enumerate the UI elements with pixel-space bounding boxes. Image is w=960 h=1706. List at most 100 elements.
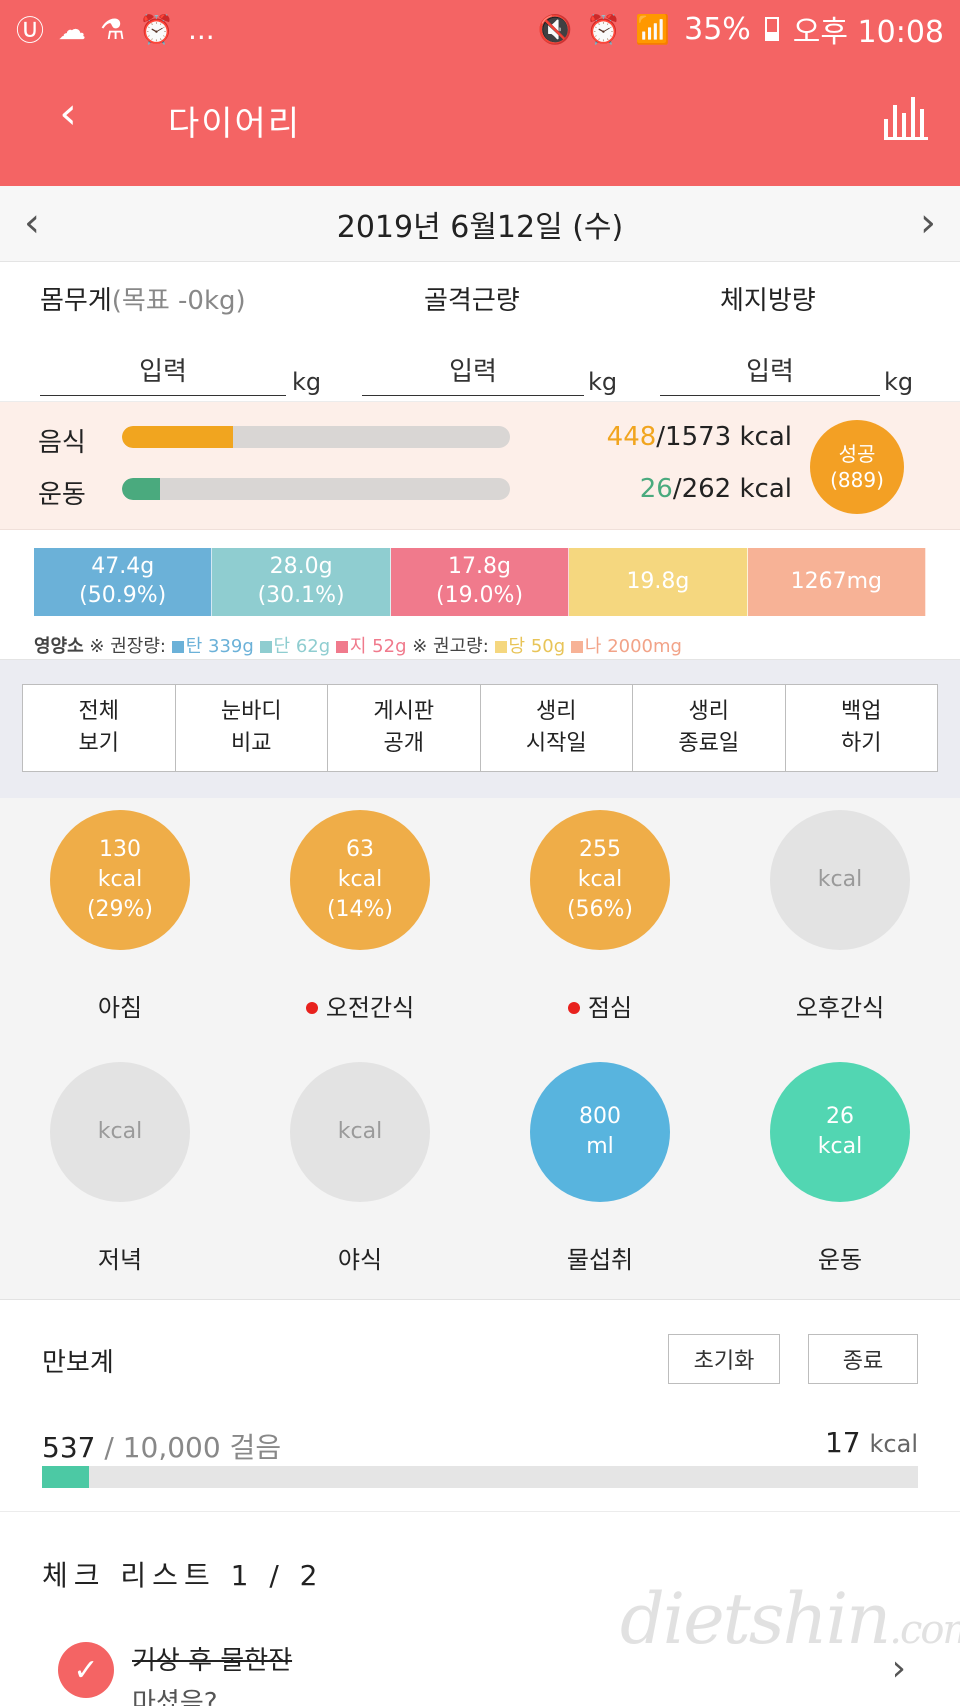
action-label: 눈바디 xyxy=(220,699,282,725)
chevron-right-icon[interactable]: › xyxy=(891,1648,906,1689)
pedometer-reset-button[interactable]: 초기화 xyxy=(668,1334,780,1384)
board-publish-button[interactable]: 게시판 공개 xyxy=(328,685,481,771)
exercise-done: 26 xyxy=(639,474,673,504)
meal-item[interactable]: 63 kcal (14%) 오전간식 xyxy=(260,810,460,1023)
fat-input[interactable]: 입력 xyxy=(660,350,880,396)
pedometer-stop-button[interactable]: 종료 xyxy=(808,1334,918,1384)
nutrition-amount: 28.0g xyxy=(269,554,333,580)
checklist-header: 체크 리스트 1 / 2 xyxy=(42,1554,323,1594)
pedometer-kcal-value: 17 xyxy=(824,1426,861,1459)
nutrition-segment[interactable]: 28.0g (30.1%) xyxy=(212,548,391,616)
legend-sodium: 나 2000mg xyxy=(584,636,682,657)
weight-input[interactable]: 입력 xyxy=(40,350,286,396)
date-navigator: ‹ 2019년 6월12일 (수) › xyxy=(0,186,960,262)
meal-circle-text: 130 xyxy=(99,837,141,863)
meal-calorie-circle[interactable]: 255 kcal (56%) xyxy=(530,810,670,950)
new-indicator-dot-icon xyxy=(305,1002,318,1014)
exercise-calories: 26/262 kcal xyxy=(640,474,792,504)
body-measurements: 몸무게(목표 -0kg) 입력 kg 골격근량 입력 kg 체지방량 입력 kg xyxy=(0,262,960,402)
success-badge[interactable]: 성공 (889) xyxy=(810,420,904,514)
weight-column: 몸무게(목표 -0kg) 입력 kg xyxy=(40,280,340,396)
nutrition-panel: 47.4g (50.9%) 28.0g (30.1%) 17.8g (19.0%) 19.8… xyxy=(0,530,960,660)
pedometer-calories: 17 kcal xyxy=(825,1426,918,1459)
view-all-button[interactable]: 전체 보기 xyxy=(23,685,176,771)
legend-protein: 단 62g xyxy=(273,636,331,657)
food-target: /1573 kcal xyxy=(656,422,792,452)
exercise-progress-bar xyxy=(122,478,510,500)
period-start-button[interactable]: 생리 시작일 xyxy=(481,685,633,771)
app-bar: ‹ 다이어리 xyxy=(0,58,960,186)
action-label: 백업 xyxy=(841,699,882,725)
muscle-input[interactable]: 입력 xyxy=(362,350,584,396)
nutrition-percent: (30.1%) xyxy=(257,583,345,608)
step-count: 537 / 10,000 걸음 xyxy=(42,1426,281,1466)
cloud-icon: ☁ xyxy=(58,12,87,46)
back-button[interactable]: ‹ xyxy=(59,88,77,139)
success-count: (889) xyxy=(830,468,884,492)
meal-item[interactable]: 130 kcal (29%) 아침 xyxy=(20,810,220,1023)
backup-button[interactable]: 백업 하기 xyxy=(786,685,938,771)
steps-value: 537 xyxy=(42,1431,96,1464)
pedometer-title: 만보계 xyxy=(42,1348,114,1378)
meal-calorie-circle[interactable]: kcal xyxy=(290,1062,430,1202)
statistics-chart-icon[interactable] xyxy=(884,96,928,140)
meal-name-row: 저녁 xyxy=(20,1240,220,1275)
meal-circle-text: ml xyxy=(586,1134,614,1159)
checked-checkbox-icon[interactable]: ✓ xyxy=(58,1642,114,1698)
meal-grid: 130 kcal (29%) 아침 63 kcal (14%) 오전간식 255 kcal (56%… xyxy=(0,798,960,1300)
meal-circle-text: 255 xyxy=(579,837,621,863)
meal-circle-text: 63 xyxy=(346,837,374,863)
food-label: 음식 xyxy=(38,428,86,458)
nutrition-bar[interactable]: 47.4g (50.9%) 28.0g (30.1%) 17.8g (19.0%) 19.8… xyxy=(34,548,927,616)
meal-calorie-circle[interactable]: 130 kcal (29%) xyxy=(50,810,190,950)
nutrition-segment[interactable]: 17.8g (19.0%) xyxy=(390,548,570,616)
nutrition-segment[interactable]: 47.4g (50.9%) xyxy=(34,548,213,616)
meal-calorie-circle[interactable]: kcal xyxy=(770,810,910,950)
pedometer-panel: 만보계 초기화 종료 537 / 10,000 걸음 17 kcal xyxy=(0,1300,960,1512)
meal-name: 점심 xyxy=(587,994,633,1022)
next-day-button[interactable]: › xyxy=(920,200,936,246)
nutrition-amount: 1267mg xyxy=(790,568,883,594)
meal-item[interactable]: kcal 오후간식 xyxy=(740,810,940,1023)
meal-name-row: 오후간식 xyxy=(740,988,940,1023)
meal-calorie-circle[interactable]: kcal xyxy=(50,1062,190,1202)
eyebody-compare-button[interactable]: 눈바디 비교 xyxy=(176,685,328,771)
more-notifications-icon: ... xyxy=(188,12,215,46)
nutrition-segment[interactable]: 19.8g xyxy=(569,548,748,616)
meal-item[interactable]: 800 ml 물섭취 xyxy=(500,1062,700,1275)
meal-calorie-circle[interactable]: 800 ml xyxy=(530,1062,670,1202)
battery-icon xyxy=(764,17,779,41)
meal-name-row: 물섭취 xyxy=(500,1240,700,1275)
current-date[interactable]: 2019년 6월12일 (수) xyxy=(336,209,624,245)
period-end-button[interactable]: 생리 종료일 xyxy=(633,685,786,771)
meal-calorie-circle[interactable]: 63 kcal (14%) xyxy=(290,810,430,950)
meal-circle-text: kcal xyxy=(337,867,383,893)
meal-item[interactable]: kcal 저녁 xyxy=(20,1062,220,1275)
pedometer-kcal-unit: kcal xyxy=(869,1430,918,1458)
meal-item[interactable]: 26 kcal 운동 xyxy=(740,1062,940,1275)
meal-item[interactable]: 255 kcal (56%) 점심 xyxy=(500,810,700,1023)
nutrition-segment[interactable]: 1267mg xyxy=(747,548,927,616)
system-status: 🔇 ⏰ 📶 35% 오후 10:08 xyxy=(537,7,944,51)
flask-icon: ⚗ xyxy=(100,12,126,46)
action-toolbar: 전체 보기 눈바디 비교 게시판 공개 생리 시작일 생리 종료일 백업 하기 xyxy=(0,660,960,798)
mute-icon: 🔇 xyxy=(537,12,573,46)
legend-carb: 탄 339g xyxy=(185,636,254,657)
meal-name: 물섭취 xyxy=(566,1246,634,1274)
nutrition-percent: (19.0%) xyxy=(435,583,524,608)
checklist-item[interactable]: 기상 후 물한잔 xyxy=(132,1646,293,1676)
meal-circle-text: 26 xyxy=(826,1104,854,1130)
meal-calorie-circle[interactable]: 26 kcal xyxy=(770,1062,910,1202)
meal-item[interactable]: kcal 야식 xyxy=(260,1062,460,1275)
legend-fat: 지 52g xyxy=(349,636,407,657)
previous-day-button[interactable]: ‹ xyxy=(24,200,40,246)
meal-circle-text: (29%) xyxy=(86,896,154,922)
wifi-icon: 📶 xyxy=(635,12,671,46)
fat-label: 체지방량 xyxy=(720,286,816,316)
exercise-progress-fill xyxy=(122,478,161,500)
meal-name: 오후간식 xyxy=(795,994,885,1022)
nutrition-amount: 47.4g xyxy=(91,554,155,580)
step-progress-fill xyxy=(42,1466,90,1488)
legend-sugar: 당 50g xyxy=(508,636,566,657)
legend-title: 영양소 xyxy=(34,636,84,657)
